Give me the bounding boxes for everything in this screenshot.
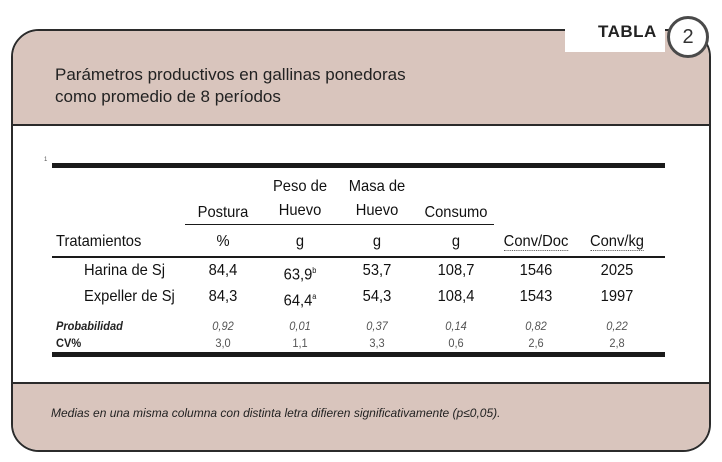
unit-consumo: g <box>451 233 461 250</box>
cell-expeller-convdoc: 1543 <box>519 288 553 305</box>
row-name-harina: Harina de Sj <box>84 262 166 279</box>
col-header-convdoc-text: Conv/Doc <box>503 233 569 251</box>
stat-cv-convdoc: 2,6 <box>528 336 544 350</box>
cell-expeller-convkg: 1997 <box>600 288 634 305</box>
header-group-underline <box>185 224 494 225</box>
col-header-masa-line2: Huevo <box>355 202 399 219</box>
stat-name-cv: CV% <box>56 336 82 350</box>
cell-expeller-masa: 54,3 <box>362 288 392 305</box>
col-header-convkg: Conv/kg <box>581 233 653 251</box>
cell-harina-peso: 63,9b <box>269 262 332 284</box>
tab-number-badge: 2 <box>667 16 709 58</box>
cell-harina-convdoc: 1546 <box>519 262 553 279</box>
cell-expeller-peso-value: 64,4 <box>283 292 313 310</box>
stat-cv-peso: 1,1 <box>292 336 308 350</box>
cell-harina-peso-value: 63,9 <box>283 266 313 284</box>
table-card: Parámetros productivos en gallinas poned… <box>11 29 711 452</box>
cell-expeller-peso-sup: a <box>312 292 317 301</box>
stat-cv-masa: 3,3 <box>369 336 385 350</box>
stat-prob-convdoc: 0,82 <box>525 319 547 333</box>
col-header-convkg-text: Conv/kg <box>589 233 644 251</box>
col-header-postura: Postura <box>197 204 249 221</box>
stat-cv-convkg: 2,8 <box>609 336 625 350</box>
cell-expeller-consumo: 108,4 <box>437 288 475 305</box>
title-line-1: Parámetros productivos en gallinas poned… <box>55 65 406 84</box>
cell-harina-postura: 84,4 <box>208 262 238 279</box>
stat-prob-postura: 0,92 <box>212 319 234 333</box>
stat-prob-masa: 0,37 <box>366 319 388 333</box>
cell-harina-consumo: 108,7 <box>437 262 475 279</box>
cell-harina-convkg: 2025 <box>600 262 634 279</box>
stat-cv-consumo: 0,6 <box>448 336 464 350</box>
col-header-masa-line1: Masa de <box>348 178 406 195</box>
stat-prob-peso: 0,01 <box>289 319 311 333</box>
card-footer: Medias en una misma columna con distinta… <box>13 382 709 450</box>
title-line-2: como promedio de 8 períodos <box>55 87 281 106</box>
row-name-expeller: Expeller de Sj <box>84 288 175 305</box>
table-title: Parámetros productivos en gallinas poned… <box>55 64 406 108</box>
stat-cv-postura: 3,0 <box>215 336 231 350</box>
cell-harina-masa: 53,7 <box>362 262 392 279</box>
col-header-consumo: Consumo <box>424 204 488 221</box>
stat-prob-consumo: 0,14 <box>445 319 467 333</box>
col-header-peso-line2: Huevo <box>278 202 322 219</box>
col-header-convdoc: Conv/Doc <box>497 233 574 251</box>
table-bottom-rule <box>52 352 665 357</box>
footnote: Medias en una misma columna con distinta… <box>51 406 501 420</box>
unit-masa: g <box>372 233 382 250</box>
unit-peso: g <box>295 233 305 250</box>
cell-expeller-postura: 84,3 <box>208 288 238 305</box>
tab-background <box>565 14 665 52</box>
unit-postura: % <box>216 233 230 250</box>
stat-prob-convkg: 0,22 <box>606 319 628 333</box>
col-header-peso-line1: Peso de <box>272 178 328 195</box>
stat-name-probabilidad: Probabilidad <box>56 319 123 333</box>
row-header-label: Tratamientos <box>56 233 142 250</box>
tab-label: TABLA <box>598 22 657 41</box>
corner-tick: 1 <box>44 157 48 163</box>
cell-expeller-peso: 64,4a <box>269 288 332 310</box>
cell-harina-peso-sup: b <box>312 266 317 275</box>
table-top-rule <box>52 163 665 168</box>
table-header-rule <box>52 256 665 258</box>
